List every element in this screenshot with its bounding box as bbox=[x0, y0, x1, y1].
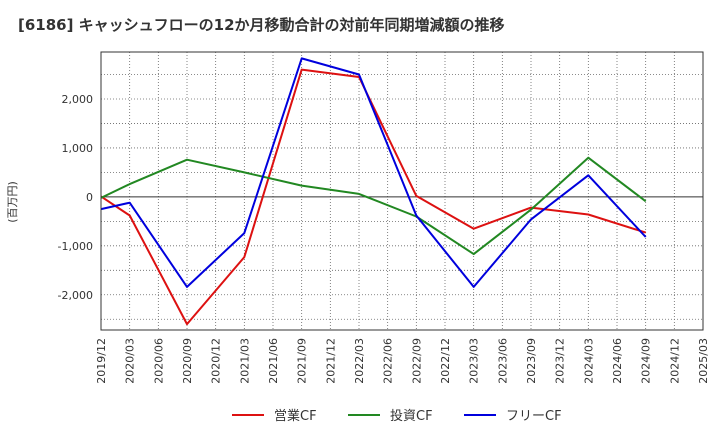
y-axis-label: (百万円) bbox=[6, 181, 19, 223]
x-tick-label: 2024/09 bbox=[640, 338, 653, 384]
x-tick-label: 2021/06 bbox=[267, 338, 280, 384]
plot-area bbox=[101, 52, 703, 330]
x-tick-label: 2022/12 bbox=[439, 338, 452, 384]
y-tick-label: 1,000 bbox=[62, 142, 94, 155]
legend-label: 投資CF bbox=[390, 408, 433, 424]
y-tick-label: -1,000 bbox=[58, 240, 93, 253]
x-tick-label: 2022/06 bbox=[382, 338, 395, 384]
legend-label: 営業CF bbox=[274, 408, 317, 424]
x-tick-label: 2021/09 bbox=[296, 338, 309, 384]
x-tick-label: 2023/06 bbox=[496, 338, 509, 384]
x-tick-label: 2019/12 bbox=[95, 338, 108, 384]
x-tick-label: 2022/03 bbox=[353, 338, 366, 384]
x-tick-label: 2023/12 bbox=[554, 338, 567, 384]
chart-title: [6186] キャッシュフローの12か月移動合計の対前年同期増減額の推移 bbox=[18, 16, 505, 34]
legend-layer: 営業CF 投資CF フリーCF bbox=[232, 408, 562, 424]
x-tick-label: 2023/09 bbox=[525, 338, 538, 384]
x-tick-label: 2025/03 bbox=[697, 338, 710, 384]
series-line bbox=[100, 156, 647, 256]
x-tick-label: 2024/03 bbox=[582, 338, 595, 384]
grid-layer bbox=[101, 52, 703, 330]
x-tick-label: 2024/06 bbox=[611, 338, 624, 384]
series-line bbox=[100, 57, 647, 288]
x-tick-label: 2020/03 bbox=[124, 338, 137, 384]
axis-layer: 2,000 1,000 0 -1,000 -2,000 2019/12 2020/03 202… bbox=[58, 51, 710, 384]
x-tick-label: 2021/12 bbox=[324, 338, 337, 384]
x-tick-label: 2020/12 bbox=[210, 338, 223, 384]
x-tick-label: 2024/12 bbox=[668, 338, 681, 384]
x-tick-label: 2020/09 bbox=[181, 338, 194, 384]
y-tick-label: 0 bbox=[86, 191, 93, 204]
x-tick-label: 2023/03 bbox=[468, 338, 481, 384]
legend-label: フリーCF bbox=[506, 409, 562, 424]
y-tick-label: -2,000 bbox=[58, 289, 93, 302]
y-tick-label: 2,000 bbox=[62, 93, 94, 106]
plot-frame bbox=[100, 51, 704, 331]
x-tick-label: 2020/06 bbox=[152, 338, 165, 384]
x-tick-label: 2022/09 bbox=[410, 338, 423, 384]
x-tick-label: 2021/03 bbox=[238, 338, 251, 384]
series-layer bbox=[100, 57, 647, 326]
